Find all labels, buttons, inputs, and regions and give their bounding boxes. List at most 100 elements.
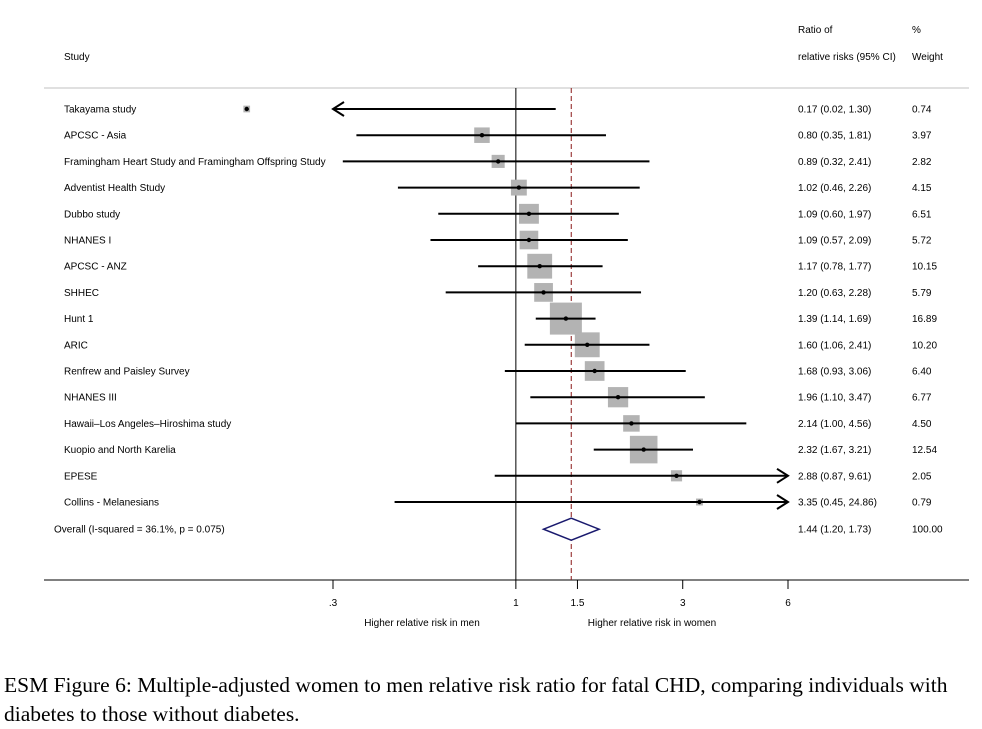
point-estimate	[615, 395, 621, 400]
study-ci-label: 1.02 (0.46, 2.26)	[798, 183, 871, 194]
study-ci-label: 1.09 (0.57, 2.09)	[798, 236, 871, 247]
x-tick-label: 6	[785, 598, 791, 609]
header-ratio-line1: Ratio of	[798, 25, 833, 36]
study-row: Takayama study 0.17 (0.02, 1.30) 0.74	[64, 101, 932, 117]
overall-ci-label: 1.44 (1.20, 1.73)	[798, 525, 871, 536]
figure-caption: ESM Figure 6: Multiple-adjusted women to…	[4, 673, 948, 726]
study-weight-label: 2.82	[912, 157, 932, 168]
plot-area	[515, 88, 572, 580]
point-estimate	[641, 447, 646, 452]
header-weight-line2: Weight	[912, 52, 943, 63]
study-ci-label: 1.60 (1.06, 2.41)	[798, 340, 871, 351]
point-estimate	[629, 421, 634, 426]
point-estimate	[563, 316, 569, 321]
study-name: Dubbo study	[64, 209, 120, 220]
study-row: NHANES III 1.96 (1.10, 3.47) 6.77	[64, 387, 932, 408]
point-estimate	[479, 133, 485, 138]
point-estimate	[585, 342, 590, 347]
study-name: NHANES III	[64, 393, 117, 404]
study-weight-label: 10.20	[912, 340, 937, 351]
study-weight-label: 2.05	[912, 471, 932, 482]
x-tick-label: .3	[329, 598, 338, 609]
overall-row: Overall (I-squared = 36.1%, p = 0.075) 1.…	[54, 517, 943, 542]
study-ci-label: 1.39 (1.14, 1.69)	[798, 314, 871, 325]
study-weight-label: 4.15	[912, 183, 932, 194]
study-name: Collins - Melanesians	[64, 498, 159, 509]
study-row: EPESE 2.88 (0.87, 9.61) 2.05	[64, 467, 932, 484]
ci-arrow-left	[331, 101, 345, 117]
study-weight-label: 5.79	[912, 288, 932, 299]
study-row: APCSC - ANZ 1.17 (0.78, 1.77) 10.15	[64, 253, 937, 279]
study-row: Hawaii–Los Angeles–Hiroshima study 2.14 (…	[64, 415, 932, 432]
study-row: Framingham Heart Study and Framingham Of…	[64, 154, 932, 168]
study-ci-label: 3.35 (0.45, 24.86)	[798, 498, 877, 509]
study-name: SHHEC	[64, 288, 99, 299]
study-ci-label: 2.32 (1.67, 3.21)	[798, 445, 871, 456]
xlabel-right: Higher relative risk in women	[588, 618, 716, 629]
study-ci-label: 1.68 (0.93, 3.06)	[798, 367, 871, 378]
header-ratio-line2: relative risks (95% CI)	[798, 52, 896, 63]
point-estimate	[674, 473, 679, 478]
study-weight-label: 12.54	[912, 445, 937, 456]
study-weight-label: 5.72	[912, 236, 932, 247]
x-axis: .3 1 1.5 3 6	[329, 580, 791, 609]
study-weight-label: 4.50	[912, 419, 932, 430]
x-tick-label: 1	[513, 598, 519, 609]
study-weight-label: 16.89	[912, 314, 937, 325]
ci-arrow-right	[776, 494, 790, 510]
point-estimate	[697, 499, 702, 505]
ci-arrow-right	[776, 467, 790, 484]
study-weight-label: 0.74	[912, 105, 932, 116]
study-row: Dubbo study 1.09 (0.60, 1.97) 6.51	[64, 203, 932, 224]
study-row: Hunt 1 1.39 (1.14, 1.69) 16.89	[64, 302, 937, 335]
point-estimate	[495, 159, 501, 164]
point-estimate	[244, 106, 249, 112]
overall-diamond	[541, 517, 602, 542]
study-ci-label: 1.17 (0.78, 1.77)	[798, 262, 871, 273]
study-name: Adventist Health Study	[64, 183, 165, 194]
study-row: Kuopio and North Karelia 2.32 (1.67, 3.21…	[64, 435, 937, 464]
point-estimate	[526, 237, 532, 243]
study-row: APCSC - Asia 0.80 (0.35, 1.81) 3.97	[64, 127, 932, 143]
point-estimate	[516, 185, 522, 190]
header-study: Study	[64, 52, 90, 63]
study-row: SHHEC 1.20 (0.63, 2.28) 5.79	[64, 283, 932, 302]
study-ci-label: 0.17 (0.02, 1.30)	[798, 105, 871, 116]
point-estimate	[541, 290, 546, 295]
study-weight-label: 0.79	[912, 498, 932, 509]
study-weight-label: 10.15	[912, 262, 937, 273]
study-weight-label: 6.40	[912, 367, 932, 378]
study-ci-label: 2.14 (1.00, 4.56)	[798, 419, 871, 430]
study-name: Hunt 1	[64, 314, 94, 325]
study-ci-label: 2.88 (0.87, 9.61)	[798, 471, 871, 482]
point-estimate	[537, 264, 542, 269]
study-weight-label: 6.51	[912, 209, 932, 220]
study-row: ARIC 1.60 (1.06, 2.41) 10.20	[64, 332, 937, 358]
point-estimate	[526, 211, 532, 216]
header-weight-line1: %	[912, 25, 921, 36]
study-name: APCSC - Asia	[64, 131, 127, 142]
study-name: Framingham Heart Study and Framingham Of…	[64, 157, 326, 168]
x-tick-label: 3	[680, 598, 686, 609]
study-row: Renfrew and Paisley Survey 1.68 (0.93, 3.…	[64, 361, 932, 381]
study-name: Renfrew and Paisley Survey	[64, 367, 190, 378]
study-name: Takayama study	[64, 105, 136, 116]
study-rows: Takayama study 0.17 (0.02, 1.30) 0.74 APCSC…	[54, 101, 943, 542]
x-tick-label: 1.5	[570, 598, 584, 609]
study-name: Kuopio and North Karelia	[64, 445, 176, 456]
study-weight-label: 3.97	[912, 131, 932, 142]
study-ci-label: 0.80 (0.35, 1.81)	[798, 131, 871, 142]
overall-label: Overall (I-squared = 36.1%, p = 0.075)	[54, 525, 225, 536]
study-ci-label: 1.96 (1.10, 3.47)	[798, 393, 871, 404]
study-row: NHANES I 1.09 (0.57, 2.09) 5.72	[64, 230, 932, 250]
study-ci-label: 1.09 (0.60, 1.97)	[798, 209, 871, 220]
study-name: NHANES I	[64, 236, 111, 247]
study-name: APCSC - ANZ	[64, 262, 127, 273]
study-weight-label: 6.77	[912, 393, 932, 404]
study-name: Hawaii–Los Angeles–Hiroshima study	[64, 419, 231, 430]
study-row: Collins - Melanesians 3.35 (0.45, 24.86) 0…	[64, 494, 932, 510]
study-ci-label: 1.20 (0.63, 2.28)	[798, 288, 871, 299]
study-name: ARIC	[64, 340, 88, 351]
study-row: Adventist Health Study 1.02 (0.46, 2.26) 4…	[64, 179, 932, 196]
